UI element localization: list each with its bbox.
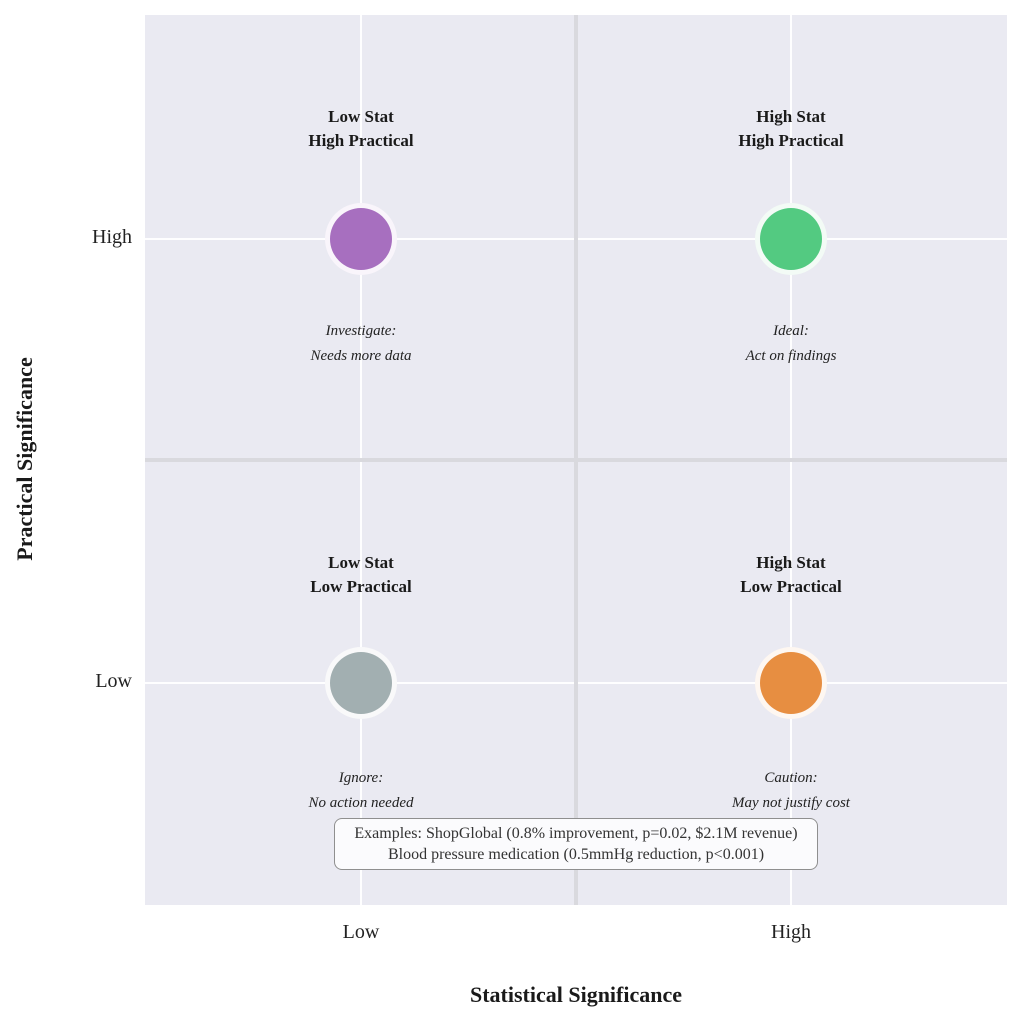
y-tick-low: Low [95, 670, 132, 692]
annotation-line: Investigate: [325, 323, 397, 339]
annotation-line: Needs more data [310, 348, 412, 364]
examples-line: Examples: ShopGlobal (0.8% improvement, … [354, 825, 798, 842]
quadrant-annotation-low-stat-low-practical: Ignore: No action needed [201, 766, 521, 816]
annotation-line: Ignore: [338, 770, 384, 786]
data-point-low-stat-high-practical [325, 203, 397, 275]
plot-area: Low Stat High Practical Investigate: Nee… [145, 15, 1007, 905]
quadrant-title-line: High Practical [738, 131, 844, 150]
data-point-high-stat-high-practical [755, 203, 827, 275]
annotation-line: Act on findings [745, 348, 837, 364]
x-tick-low: Low [342, 921, 380, 943]
x-axis-label: Statistical Significance [469, 982, 683, 1007]
annotation-line: May not justify cost [732, 795, 850, 811]
quadrant-title-low-stat-low-practical: Low Stat Low Practical [201, 551, 521, 599]
quadrant-title-line: Low Practical [740, 577, 842, 596]
quadrant-divider-horizontal [145, 458, 1007, 462]
quadrant-title-line: High Stat [756, 107, 826, 126]
annotation-line: Ideal: [773, 323, 809, 339]
y-tick-high: High [92, 226, 132, 248]
quadrant-title-high-stat-low-practical: High Stat Low Practical [631, 551, 951, 599]
annotation-line: Caution: [764, 770, 818, 786]
x-tick-high: High [771, 921, 811, 943]
examples-caption-box: Examples: ShopGlobal (0.8% improvement, … [334, 818, 818, 870]
y-axis-label: Practical Significance [12, 357, 37, 561]
quadrant-annotation-low-stat-high-practical: Investigate: Needs more data [201, 319, 521, 369]
quadrant-title-line: High Practical [308, 131, 414, 150]
quadrant-annotation-high-stat-high-practical: Ideal: Act on findings [631, 319, 951, 369]
annotation-line: No action needed [308, 795, 414, 811]
data-point-high-stat-low-practical [755, 647, 827, 719]
quadrant-annotation-high-stat-low-practical: Caution: May not justify cost [631, 766, 951, 816]
quadrant-title-line: High Stat [756, 553, 826, 572]
data-point-low-stat-low-practical [325, 647, 397, 719]
quadrant-title-line: Low Practical [310, 577, 412, 596]
quadrant-title-low-stat-high-practical: Low Stat High Practical [201, 105, 521, 153]
quadrant-title-line: Low Stat [328, 553, 394, 572]
quadrant-title-high-stat-high-practical: High Stat High Practical [631, 105, 951, 153]
examples-line: Blood pressure medication (0.5mmHg reduc… [387, 846, 765, 863]
quadrant-title-line: Low Stat [328, 107, 394, 126]
